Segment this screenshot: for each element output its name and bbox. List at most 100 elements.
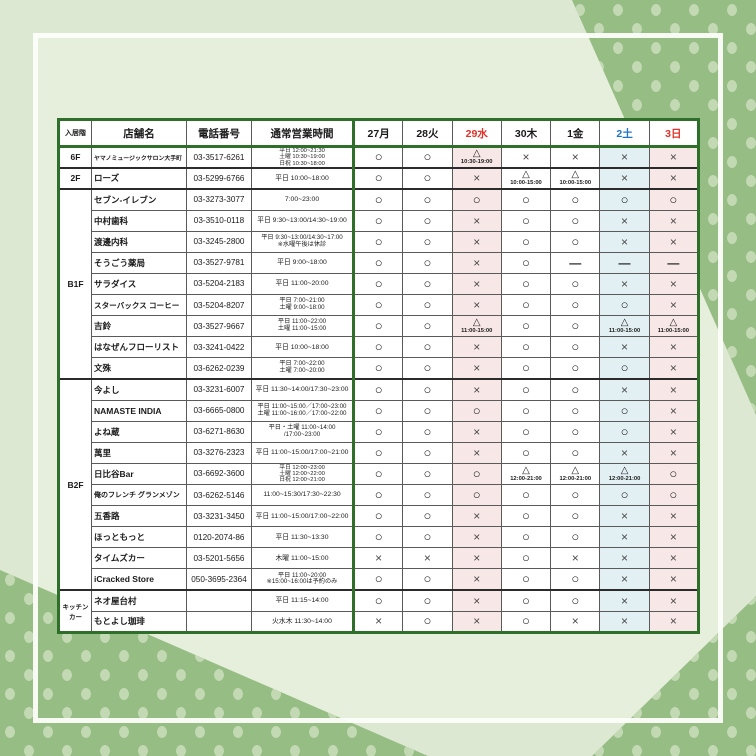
day-cell: ○	[351, 187, 404, 211]
day-cell: ○	[402, 420, 453, 443]
store-name: 日比谷Bar	[91, 462, 187, 486]
day-cell: ○	[451, 187, 502, 211]
open-circle-icon: ○	[669, 487, 678, 503]
store-name: ローズ	[91, 166, 187, 190]
open-circle-icon: ○	[374, 149, 383, 165]
partial-triangle-icon: △	[522, 464, 530, 476]
open-circle-icon: ○	[522, 402, 530, 418]
partial-triangle-icon: △	[620, 464, 629, 476]
partial-hours-text: 10:00-15:00	[510, 180, 542, 187]
open-circle-icon: ○	[571, 444, 580, 460]
day-cell: ○	[402, 336, 453, 359]
closed-x-icon: ×	[473, 340, 481, 355]
phone-number: 03-3231-3450	[186, 505, 252, 528]
closed-x-icon: ×	[621, 509, 629, 524]
day-cell: ×	[451, 589, 502, 612]
open-circle-icon: ○	[522, 360, 530, 376]
phone-number: 03-3517-6261	[186, 145, 252, 169]
day-header-1: 28火	[402, 119, 453, 148]
white-frame	[33, 33, 723, 723]
day-header-6: 3日	[648, 119, 700, 148]
open-circle-icon: ○	[423, 254, 432, 270]
day-cell: ○	[648, 483, 700, 507]
day-cell: ○	[500, 441, 552, 464]
day-cell: ×	[648, 568, 700, 591]
day-cell: ○	[599, 187, 650, 211]
day-cell: ○	[351, 526, 404, 549]
open-circle-icon: ○	[620, 360, 629, 376]
open-circle-icon: ○	[522, 254, 530, 270]
open-circle-icon: ○	[423, 149, 432, 165]
phone-number: 03-3231-6007	[186, 377, 252, 401]
day-cell: ○	[351, 377, 404, 401]
day-cell: ○	[500, 315, 552, 338]
day-cell: ○	[402, 145, 453, 169]
day-cell: ○	[351, 336, 404, 359]
day-cell: ○	[402, 441, 453, 464]
open-circle-icon: ○	[571, 212, 580, 228]
open-circle-icon: ○	[374, 360, 383, 376]
store-row: 五香路 03-3231-3450 平日 11:00~15:00/17:00~22:0…	[59, 505, 700, 528]
day-cell: ×	[599, 441, 650, 464]
day-cell: ×	[451, 526, 502, 549]
store-row: 中村歯科 03-3510-0118 平日 9:30~13:00/14:30~19:0…	[59, 209, 700, 232]
phone-number: 050-3695-2364	[186, 568, 252, 591]
store-row: サラダイス 03-5204-2183 平日 11:00~20:00 ○ ○ × ○ ○ × ×	[59, 272, 700, 296]
day-cell: ○	[500, 272, 552, 296]
open-circle-icon: ○	[472, 402, 481, 418]
open-circle-icon: ○	[522, 275, 530, 291]
closed-x-icon: ×	[621, 340, 629, 355]
open-circle-icon: ○	[374, 170, 383, 186]
day-cell: ×	[451, 420, 502, 443]
business-hours: 平日 12:00~21:30 土曜 10:30~19:00 日祝 10:30~18:…	[251, 145, 354, 169]
open-circle-icon: ○	[423, 381, 432, 397]
day-cell: ×	[599, 209, 650, 232]
day-cell: ○	[500, 610, 552, 634]
day-cell: ×	[451, 294, 502, 317]
day-cell: ×	[451, 357, 502, 380]
business-hours: 平日 7:00~22:00 土曜 7:00~20:00	[251, 357, 354, 380]
store-name: サラダイス	[91, 272, 187, 296]
day-cell: ×	[648, 526, 700, 549]
day-cell: ○	[500, 483, 552, 507]
day-cell: ×	[648, 547, 700, 570]
business-hours: 平日 11:00~22:00 土曜 11:00~15:00	[251, 315, 354, 338]
day-cell: ○	[500, 399, 552, 422]
day-cell: △ 12:00-21:00	[500, 462, 552, 486]
phone-number	[186, 589, 252, 612]
open-circle-icon: ○	[374, 254, 383, 270]
floor-label: B2F	[58, 377, 92, 591]
phone-number: 03-5204-8207	[186, 294, 252, 317]
closed-x-icon: ×	[669, 445, 677, 460]
open-circle-icon: ○	[423, 275, 432, 291]
open-circle-icon: ○	[620, 423, 629, 439]
store-row: ほっともっと 0120-2074-86 平日 11:30~13:30 ○ ○ × ○ ○ × ×	[59, 526, 700, 549]
day-cell: ×	[648, 336, 700, 359]
store-name: 俺のフレンチ グランメゾン	[91, 483, 187, 507]
store-row: 6F ヤマノミュージックサロン大手町 03-3517-6261 平日 12:00~21…	[58, 145, 700, 169]
closed-x-icon: ×	[669, 382, 677, 397]
open-circle-icon: ○	[472, 191, 481, 207]
store-hours-table: 入居階 店舗名 電話番号 通常営業時間 27月 28火 29水 30木 1金 2土 3日 6…	[57, 118, 700, 634]
open-circle-icon: ○	[423, 339, 432, 355]
day-cell: ○	[550, 505, 601, 528]
day-cell: ×	[599, 230, 650, 253]
open-circle-icon: ○	[374, 297, 383, 313]
day-cell: ○	[351, 568, 404, 591]
store-name: 中村歯科	[91, 209, 187, 232]
day-cell: ×	[550, 610, 601, 634]
store-row: はなぜんフローリスト 03-3241-0422 平日 10:00~18:00 ○ ○ × ○…	[59, 336, 700, 359]
closed-x-icon: ×	[473, 382, 481, 397]
day-cell: ○	[351, 209, 404, 232]
day-cell: ○	[500, 187, 552, 211]
partial-triangle-icon: △	[620, 316, 629, 328]
day-cell: ×	[451, 610, 502, 634]
phone-number: 03-5299-6766	[186, 166, 252, 190]
closed-x-icon: ×	[473, 509, 481, 524]
open-circle-icon: ○	[571, 529, 580, 545]
day-cell: ○	[550, 420, 601, 443]
day-cell: ○	[451, 483, 502, 507]
open-circle-icon: ○	[374, 465, 383, 481]
floor-label: B1F	[58, 187, 92, 380]
